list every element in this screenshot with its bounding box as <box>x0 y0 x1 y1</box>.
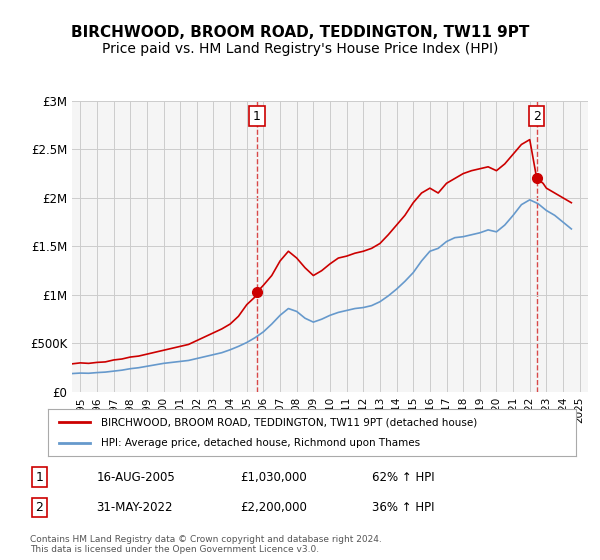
Text: Contains HM Land Registry data © Crown copyright and database right 2024.
This d: Contains HM Land Registry data © Crown c… <box>30 535 382 554</box>
Text: BIRCHWOOD, BROOM ROAD, TEDDINGTON, TW11 9PT: BIRCHWOOD, BROOM ROAD, TEDDINGTON, TW11 … <box>71 25 529 40</box>
Text: BIRCHWOOD, BROOM ROAD, TEDDINGTON, TW11 9PT (detached house): BIRCHWOOD, BROOM ROAD, TEDDINGTON, TW11 … <box>101 417 477 427</box>
Text: 1: 1 <box>35 470 43 484</box>
Text: HPI: Average price, detached house, Richmond upon Thames: HPI: Average price, detached house, Rich… <box>101 438 420 448</box>
Text: 31-MAY-2022: 31-MAY-2022 <box>96 501 173 514</box>
Text: 36% ↑ HPI: 36% ↑ HPI <box>372 501 435 514</box>
Text: 2: 2 <box>35 501 43 514</box>
Text: 62% ↑ HPI: 62% ↑ HPI <box>372 470 435 484</box>
Text: 16-AUG-2005: 16-AUG-2005 <box>96 470 175 484</box>
Text: 1: 1 <box>253 110 261 123</box>
Text: £2,200,000: £2,200,000 <box>240 501 307 514</box>
Text: Price paid vs. HM Land Registry's House Price Index (HPI): Price paid vs. HM Land Registry's House … <box>102 42 498 56</box>
Text: 2: 2 <box>533 110 541 123</box>
Text: £1,030,000: £1,030,000 <box>240 470 307 484</box>
